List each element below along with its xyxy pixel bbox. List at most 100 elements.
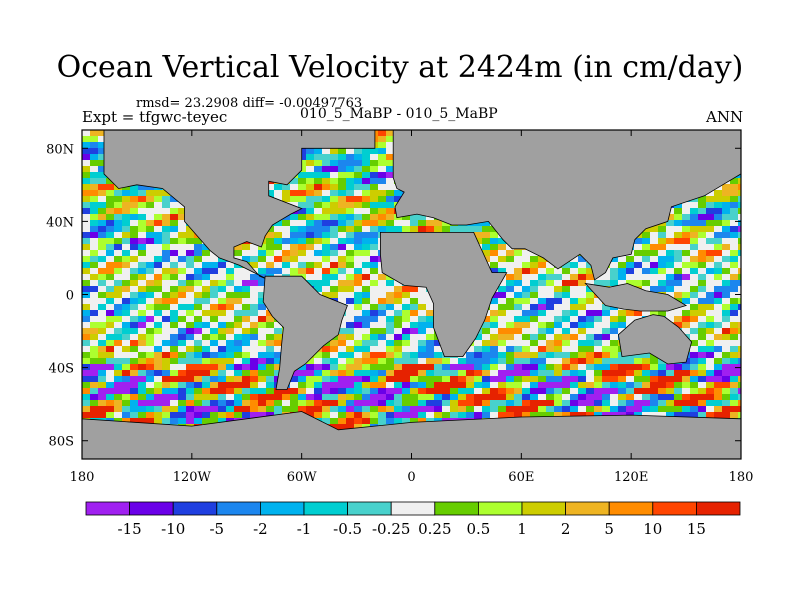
field-cell (346, 232, 355, 239)
field-cell (274, 250, 283, 257)
field-cell (226, 412, 235, 419)
field-cell (290, 190, 299, 197)
field-cell (82, 238, 91, 245)
field-cell (170, 346, 179, 353)
field-cell (554, 322, 563, 329)
field-cell (578, 334, 587, 341)
field-cell (330, 238, 339, 245)
field-cell (98, 298, 107, 305)
field-cell (146, 322, 155, 329)
field-cell (690, 226, 699, 233)
field-cell (98, 328, 107, 335)
field-cell (194, 280, 203, 287)
field-cell (674, 322, 683, 329)
field-cell (202, 400, 211, 407)
field-cell (170, 304, 179, 311)
field-cell (642, 280, 651, 287)
field-cell (306, 382, 315, 389)
field-cell (386, 382, 395, 389)
field-cell (178, 262, 187, 269)
field-cell (314, 214, 323, 221)
field-cell (354, 352, 363, 359)
field-cell (98, 412, 107, 419)
field-cell (682, 406, 691, 413)
field-cell (474, 226, 483, 233)
field-cell (690, 328, 699, 335)
field-cell (714, 328, 723, 335)
field-cell (730, 388, 739, 395)
field-cell (378, 400, 387, 407)
field-cell (434, 352, 443, 359)
field-cell (354, 220, 363, 227)
field-cell (674, 214, 683, 221)
field-cell (250, 274, 259, 281)
field-cell (202, 358, 211, 365)
field-cell (162, 244, 171, 251)
field-cell (706, 226, 715, 233)
field-cell (498, 364, 507, 371)
field-cell (98, 280, 107, 287)
field-cell (226, 286, 235, 293)
field-cell (98, 322, 107, 329)
field-cell (186, 238, 195, 245)
field-cell (738, 262, 741, 269)
field-cell (122, 346, 131, 353)
field-cell (682, 370, 691, 377)
field-cell (370, 178, 379, 185)
field-cell (338, 196, 347, 203)
y-tick-label: 40N (46, 215, 74, 230)
field-cell (154, 352, 163, 359)
field-cell (274, 352, 283, 359)
field-cell (370, 172, 379, 179)
field-cell (218, 328, 227, 335)
field-cell (554, 280, 563, 287)
field-cell (234, 376, 243, 383)
field-cell (538, 400, 547, 407)
field-cell (578, 304, 587, 311)
field-cell (362, 232, 371, 239)
field-cell (170, 298, 179, 305)
field-cell (714, 352, 723, 359)
field-cell (226, 382, 235, 389)
field-cell (378, 172, 387, 179)
field-cell (626, 388, 635, 395)
field-cell (378, 184, 387, 191)
field-cell (82, 334, 91, 341)
field-cell (194, 286, 203, 293)
field-cell (194, 412, 203, 419)
field-cell (322, 400, 331, 407)
field-cell (498, 370, 507, 377)
field-cell (386, 142, 395, 149)
field-cell (690, 352, 699, 359)
field-cell (738, 394, 741, 401)
field-cell (130, 304, 139, 311)
field-cell (146, 334, 155, 341)
field-cell (242, 244, 251, 251)
field-cell (666, 226, 675, 233)
field-cell (314, 394, 323, 401)
field-cell (370, 340, 379, 347)
field-cell (714, 298, 723, 305)
field-cell (530, 382, 539, 389)
field-cell (362, 166, 371, 173)
field-cell (362, 148, 371, 155)
field-cell (522, 352, 531, 359)
field-cell (314, 364, 323, 371)
field-cell (522, 346, 531, 353)
field-cell (618, 274, 627, 281)
field-cell (178, 250, 187, 257)
field-cell (466, 412, 475, 419)
field-cell (466, 364, 475, 371)
field-cell (618, 268, 627, 275)
field-cell (178, 406, 187, 413)
field-cell (186, 400, 195, 407)
field-cell (346, 190, 355, 197)
field-cell (434, 376, 443, 383)
field-cell (530, 280, 539, 287)
field-cell (82, 316, 91, 323)
field-cell (130, 418, 139, 425)
field-cell (186, 268, 195, 275)
field-cell (394, 418, 403, 425)
field-cell (322, 268, 331, 275)
field-cell (106, 310, 115, 317)
